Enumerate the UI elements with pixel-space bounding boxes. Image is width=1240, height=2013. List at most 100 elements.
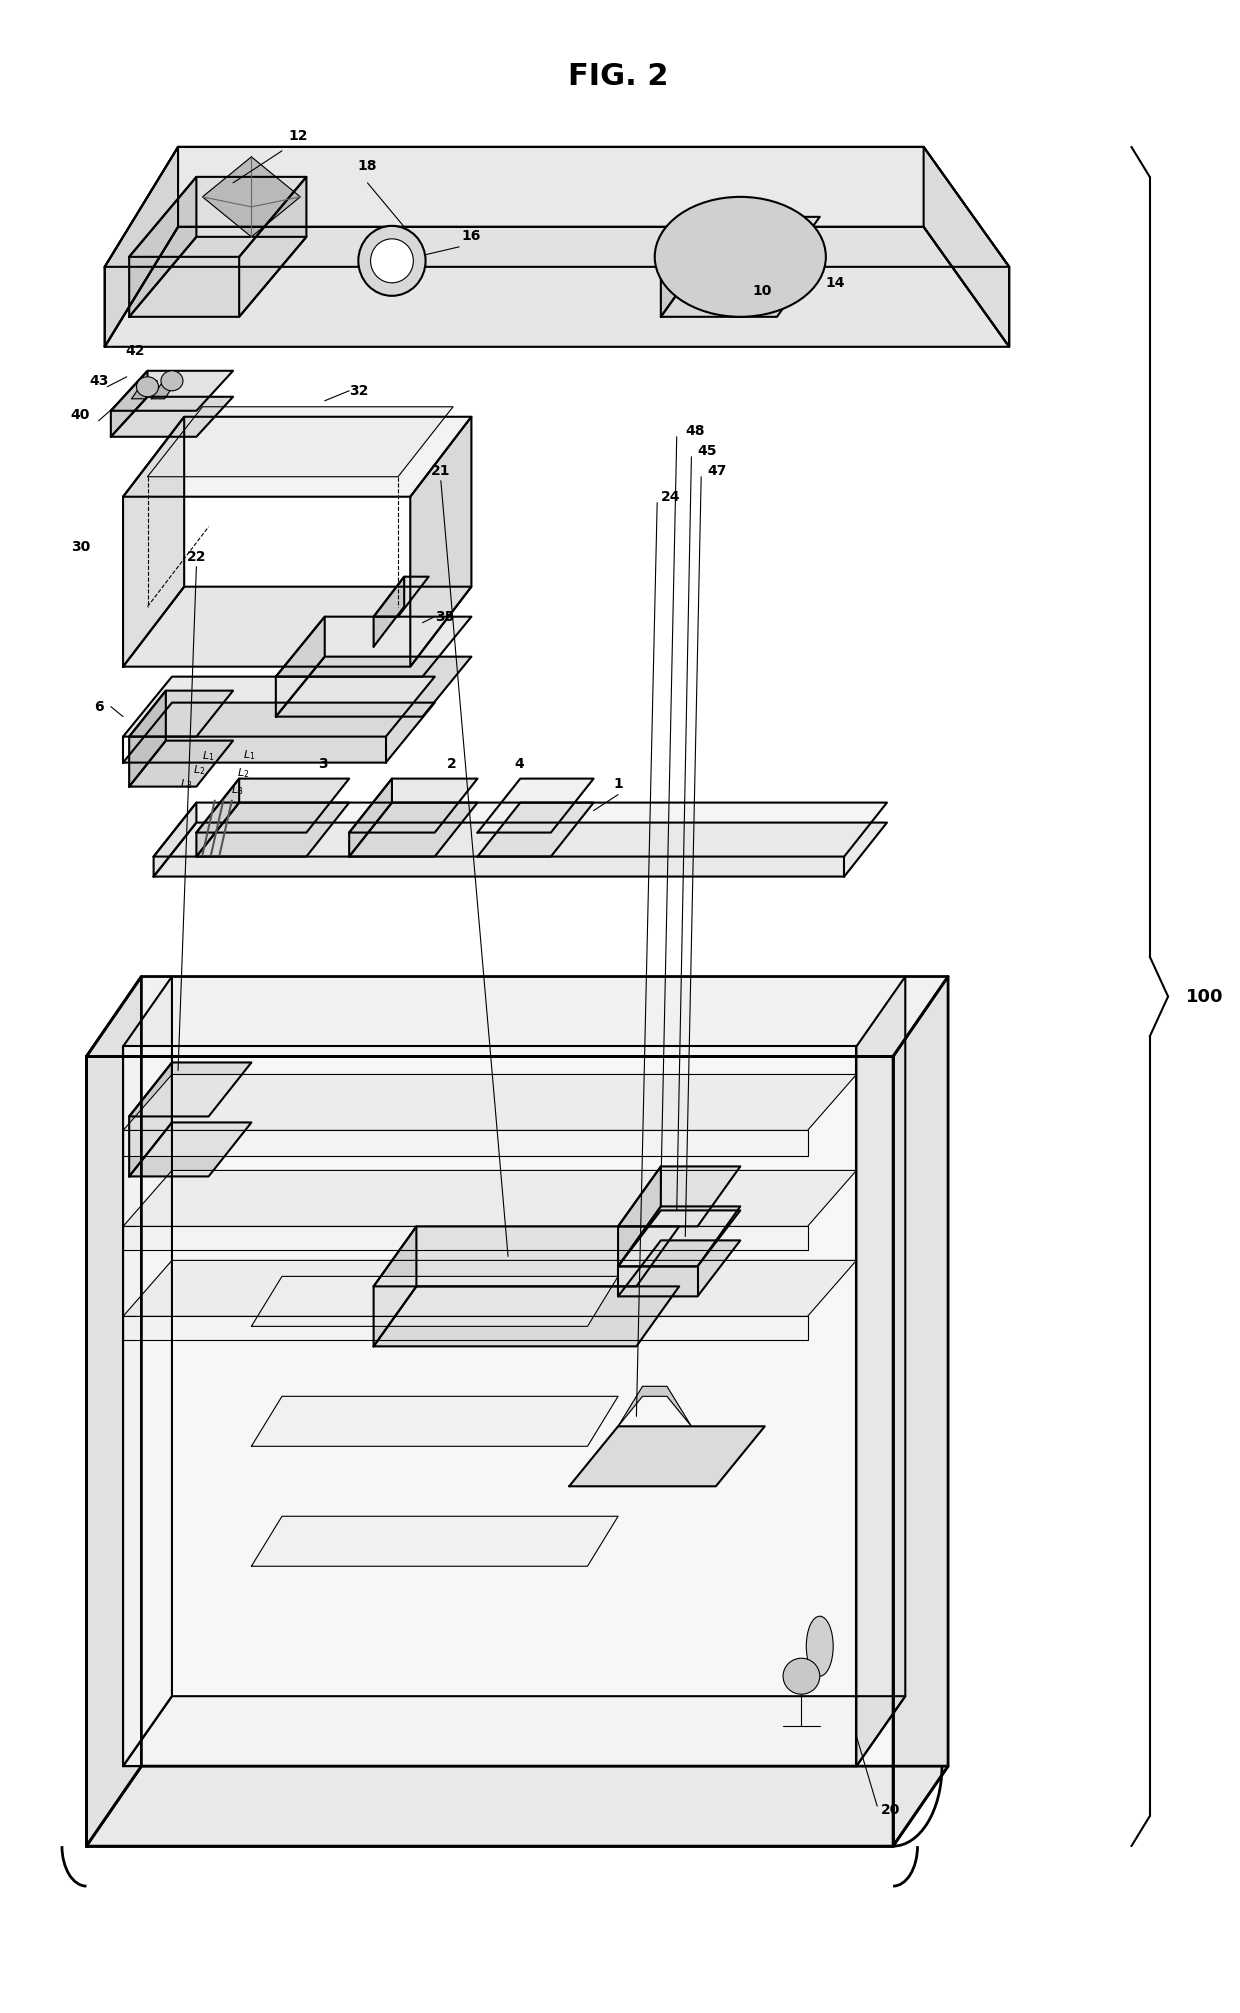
Polygon shape	[350, 803, 477, 858]
Polygon shape	[123, 1075, 857, 1131]
Text: 43: 43	[89, 374, 108, 389]
Polygon shape	[129, 238, 306, 316]
Text: $L_2$: $L_2$	[237, 765, 249, 779]
Text: 21: 21	[432, 463, 450, 477]
Text: 3: 3	[319, 757, 329, 771]
Polygon shape	[87, 976, 949, 1057]
Text: 4: 4	[515, 757, 525, 771]
Polygon shape	[196, 779, 350, 833]
Polygon shape	[618, 1166, 661, 1266]
Polygon shape	[123, 1697, 905, 1765]
Polygon shape	[104, 147, 179, 346]
Polygon shape	[410, 417, 471, 666]
Polygon shape	[129, 177, 306, 258]
Polygon shape	[104, 227, 1009, 346]
Ellipse shape	[784, 1659, 820, 1695]
Polygon shape	[373, 1226, 680, 1286]
Polygon shape	[110, 370, 148, 437]
Polygon shape	[129, 1063, 252, 1117]
Polygon shape	[154, 803, 196, 876]
Polygon shape	[129, 177, 196, 316]
Polygon shape	[123, 1047, 857, 1765]
Polygon shape	[477, 803, 594, 858]
Polygon shape	[618, 1206, 740, 1266]
Text: 14: 14	[826, 276, 846, 290]
Polygon shape	[129, 690, 233, 737]
Polygon shape	[661, 217, 703, 316]
Polygon shape	[123, 586, 471, 666]
Polygon shape	[123, 1317, 807, 1341]
Text: 1: 1	[614, 777, 622, 791]
Polygon shape	[123, 417, 471, 497]
Text: $L_3$: $L_3$	[231, 783, 243, 797]
Polygon shape	[661, 217, 820, 278]
Polygon shape	[196, 803, 350, 858]
Polygon shape	[275, 656, 471, 717]
Text: 6: 6	[94, 701, 103, 715]
Polygon shape	[350, 779, 477, 833]
Ellipse shape	[161, 370, 184, 391]
Polygon shape	[373, 576, 404, 646]
Polygon shape	[123, 1170, 857, 1226]
Polygon shape	[373, 1226, 417, 1347]
Text: FIG. 2: FIG. 2	[568, 62, 668, 91]
Polygon shape	[104, 147, 1009, 268]
Polygon shape	[569, 1427, 765, 1486]
Ellipse shape	[371, 240, 413, 282]
Text: 12: 12	[288, 129, 308, 143]
Polygon shape	[131, 380, 157, 399]
Text: 48: 48	[686, 425, 704, 437]
Polygon shape	[477, 779, 594, 833]
Polygon shape	[87, 976, 141, 1846]
Polygon shape	[893, 976, 949, 1846]
Text: 22: 22	[187, 550, 206, 564]
Text: 18: 18	[358, 159, 377, 173]
Text: 2: 2	[446, 757, 456, 771]
Polygon shape	[87, 1765, 949, 1846]
Polygon shape	[154, 803, 887, 858]
Polygon shape	[275, 616, 325, 717]
Polygon shape	[618, 1210, 740, 1266]
Polygon shape	[148, 407, 453, 477]
Text: $L_2$: $L_2$	[192, 763, 205, 777]
Polygon shape	[123, 1260, 857, 1317]
Polygon shape	[87, 1057, 893, 1846]
Text: $L_1$: $L_1$	[243, 747, 255, 761]
Ellipse shape	[136, 376, 159, 397]
Text: 47: 47	[707, 463, 727, 477]
Text: 32: 32	[350, 384, 368, 399]
Text: 30: 30	[71, 539, 91, 554]
Polygon shape	[275, 616, 471, 676]
Polygon shape	[924, 147, 1009, 346]
Polygon shape	[252, 1276, 618, 1327]
Polygon shape	[123, 1226, 807, 1250]
Polygon shape	[373, 1286, 680, 1347]
Polygon shape	[129, 690, 166, 787]
Polygon shape	[350, 779, 392, 858]
Text: 24: 24	[661, 489, 681, 503]
Polygon shape	[661, 258, 820, 316]
Text: $L_3$: $L_3$	[180, 777, 192, 791]
Polygon shape	[151, 380, 177, 399]
Polygon shape	[110, 370, 233, 411]
Text: $L_1$: $L_1$	[202, 749, 215, 763]
Polygon shape	[252, 1397, 618, 1445]
Text: 40: 40	[71, 409, 91, 423]
Polygon shape	[123, 976, 172, 1765]
Text: 35: 35	[435, 610, 454, 624]
Polygon shape	[373, 576, 429, 616]
Polygon shape	[618, 1166, 740, 1226]
Ellipse shape	[806, 1616, 833, 1677]
Text: 10: 10	[753, 284, 771, 298]
Polygon shape	[123, 703, 435, 763]
Polygon shape	[129, 1123, 252, 1176]
Text: 100: 100	[1187, 988, 1224, 1006]
Polygon shape	[129, 1063, 172, 1176]
Polygon shape	[104, 147, 1009, 346]
Polygon shape	[202, 157, 300, 238]
Polygon shape	[123, 1131, 807, 1155]
Polygon shape	[196, 779, 239, 858]
Ellipse shape	[358, 225, 425, 296]
Polygon shape	[110, 397, 233, 437]
Polygon shape	[239, 177, 306, 316]
